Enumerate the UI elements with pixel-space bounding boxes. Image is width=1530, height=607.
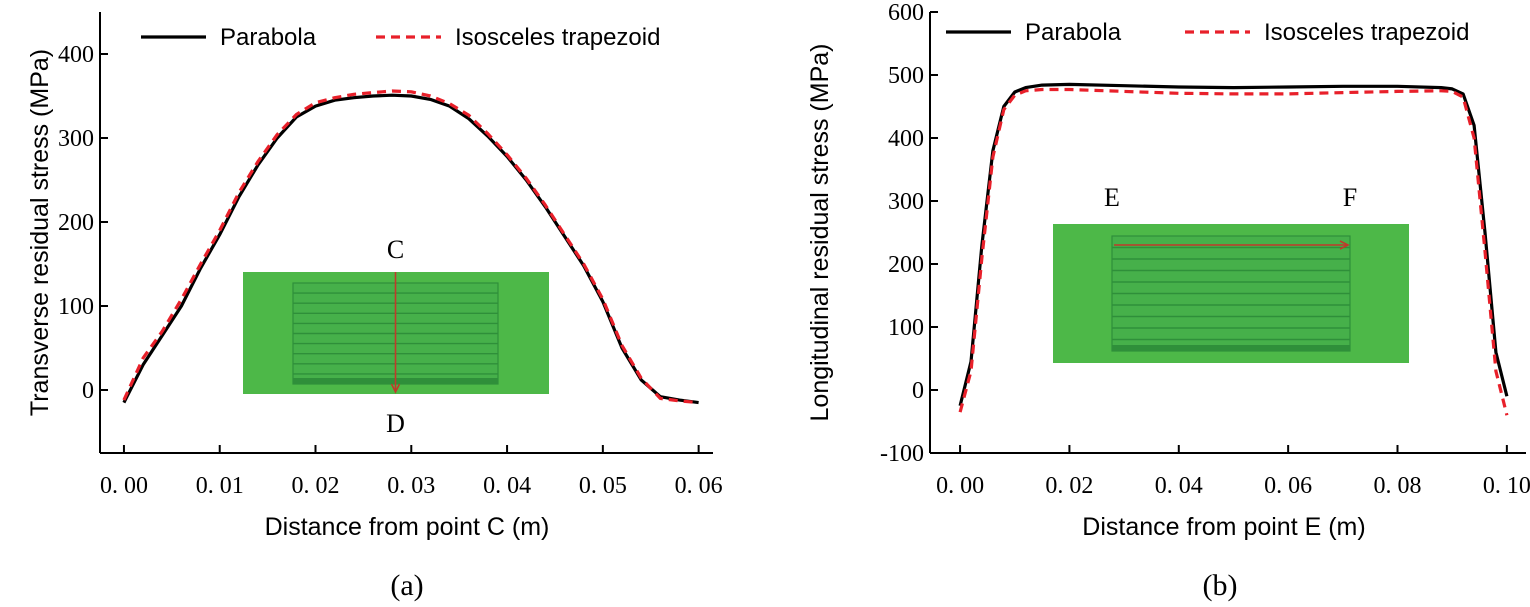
- y-tick-label: 500: [888, 63, 924, 89]
- legend-label-parabola: Parabola: [220, 24, 317, 51]
- x-tick-label: 0. 06: [675, 473, 723, 499]
- series-line-isosceles-trapezoid: [958, 87, 1509, 416]
- inset-end-label: D: [386, 409, 405, 438]
- x-tick-label: 0. 01: [196, 473, 244, 499]
- y-tick-label: 200: [58, 210, 94, 236]
- y-tick-label: 100: [58, 294, 94, 320]
- x-axis-title: Distance from point E (m): [1082, 513, 1365, 541]
- x-tick-label: 0. 10: [1483, 473, 1530, 499]
- x-tick-label: 0. 00: [100, 473, 148, 499]
- x-tick-label: 0. 04: [483, 473, 531, 499]
- inset-start-label: E: [1104, 183, 1120, 212]
- x-tick-label: 0. 05: [579, 473, 627, 499]
- x-tick-label: 0. 06: [1264, 473, 1312, 499]
- legend: Parabola Isosceles trapezoid: [141, 24, 660, 51]
- y-tick-label: 0: [912, 378, 924, 404]
- x-tick-label: 0. 02: [292, 473, 340, 499]
- series-line-parabola: [122, 93, 699, 405]
- x-tick-label: 0. 04: [1155, 473, 1203, 499]
- y-tick-label: 300: [58, 126, 94, 152]
- legend-label-parabola: Parabola: [1025, 19, 1122, 46]
- panel-label: (a): [390, 569, 423, 602]
- series-line-isosceles-trapezoid: [122, 89, 699, 405]
- inset-arrow-head: [1339, 240, 1350, 250]
- legend-label-isosceles-trapezoid: Isosceles trapezoid: [455, 24, 660, 51]
- legend: Parabola Isosceles trapezoid: [946, 19, 1469, 46]
- x-axis-title: Distance from point C (m): [265, 513, 550, 541]
- inset-start-label: C: [387, 235, 404, 264]
- x-tick-label: 0. 03: [387, 473, 435, 499]
- y-tick-label: 300: [888, 189, 924, 215]
- x-tick-label: 0. 08: [1374, 473, 1422, 499]
- inset-arrow-head: [390, 383, 401, 394]
- x-tick-label: 0. 00: [936, 473, 984, 499]
- y-tick-label: 600: [888, 0, 924, 26]
- inset-diagram: CD: [243, 235, 549, 438]
- panel-label: (b): [1203, 569, 1238, 602]
- y-tick-label: 0: [82, 378, 94, 404]
- y-tick-label: -100: [880, 441, 924, 467]
- inset-end-label: F: [1343, 183, 1357, 212]
- y-tick-label: 400: [58, 42, 94, 68]
- y-tick-label: 100: [888, 315, 924, 341]
- y-tick-label: 200: [888, 252, 924, 278]
- x-tick-label: 0. 02: [1045, 473, 1093, 499]
- y-axis-title: Transverse residual stress (MPa): [26, 49, 54, 416]
- y-axis-title: Longitudinal residual stress (MPa): [806, 44, 834, 422]
- y-tick-label: 400: [888, 126, 924, 152]
- inset-base-strip: [1112, 345, 1350, 351]
- legend-label-isosceles-trapezoid: Isosceles trapezoid: [1264, 19, 1469, 46]
